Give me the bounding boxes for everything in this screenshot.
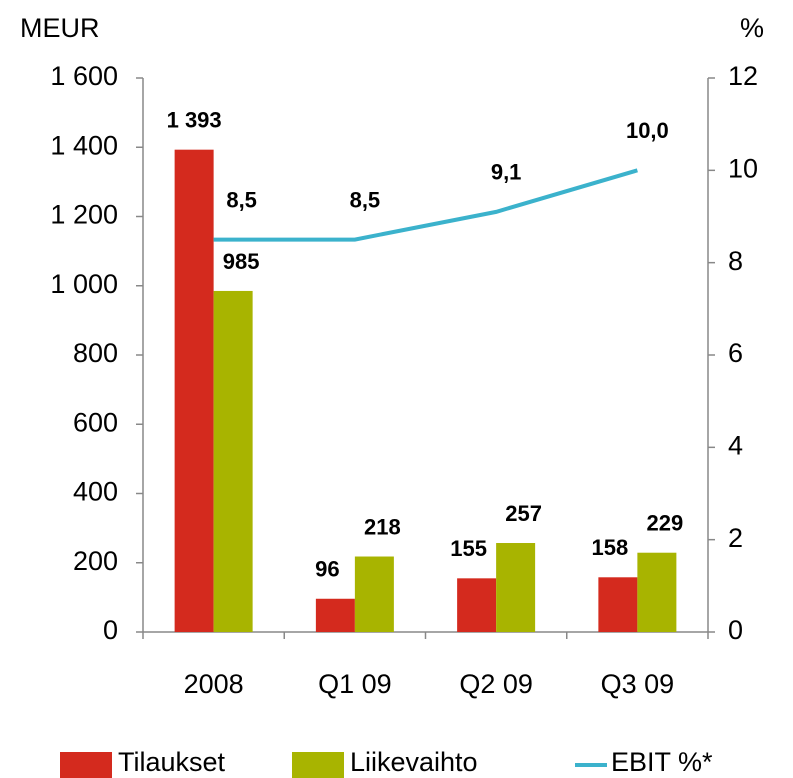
y-tick-label: 0 <box>103 615 118 645</box>
data-label: 257 <box>505 501 542 526</box>
data-label: 8,5 <box>350 187 381 212</box>
data-label: 9,1 <box>491 160 522 185</box>
bar <box>457 578 497 632</box>
x-tick-label: Q3 09 <box>601 669 675 699</box>
y2-tick-label: 4 <box>728 430 743 460</box>
data-label: 8,5 <box>226 187 257 212</box>
y-tick-label: 400 <box>73 477 118 507</box>
legend-swatch <box>292 752 344 778</box>
y2-axis-label: % <box>740 13 764 43</box>
y-tick-label: 1 600 <box>50 61 118 91</box>
bar <box>598 577 638 632</box>
line <box>213 168 638 242</box>
data-label: 96 <box>315 557 339 582</box>
bar <box>315 598 355 632</box>
legend-label: EBIT %* <box>611 747 713 777</box>
data-label: 218 <box>364 514 401 539</box>
y-tick-label: 200 <box>73 546 118 576</box>
y-tick-label: 1 200 <box>50 200 118 230</box>
y2-tick-label: 0 <box>728 615 743 645</box>
data-label: 10,0 <box>626 118 669 143</box>
y-axis-label: MEUR <box>20 13 100 43</box>
data-label: 158 <box>592 535 629 560</box>
data-label: 229 <box>647 511 684 536</box>
x-tick-label: Q2 09 <box>459 669 533 699</box>
legend-swatch <box>60 752 112 778</box>
y-tick-label: 600 <box>73 407 118 437</box>
data-label: 155 <box>450 536 487 561</box>
y2-tick-label: 6 <box>728 338 743 368</box>
data-label: 1 393 <box>167 107 222 132</box>
y2-tick-label: 2 <box>728 523 743 553</box>
bar <box>174 149 214 632</box>
x-tick-label: Q1 09 <box>318 669 392 699</box>
bar <box>213 290 253 632</box>
bar <box>637 552 677 632</box>
bar <box>354 556 394 632</box>
y2-tick-label: 10 <box>728 153 758 183</box>
bar <box>496 543 536 632</box>
x-tick-label: 2008 <box>184 669 244 699</box>
y-tick-label: 800 <box>73 338 118 368</box>
y-tick-label: 1 000 <box>50 269 118 299</box>
legend-label: Liikevaihto <box>350 747 478 777</box>
y-tick-label: 1 400 <box>50 130 118 160</box>
y2-tick-label: 12 <box>728 61 758 91</box>
legend-label: Tilaukset <box>118 747 226 777</box>
data-label: 985 <box>223 249 260 274</box>
y2-tick-label: 8 <box>728 246 743 276</box>
